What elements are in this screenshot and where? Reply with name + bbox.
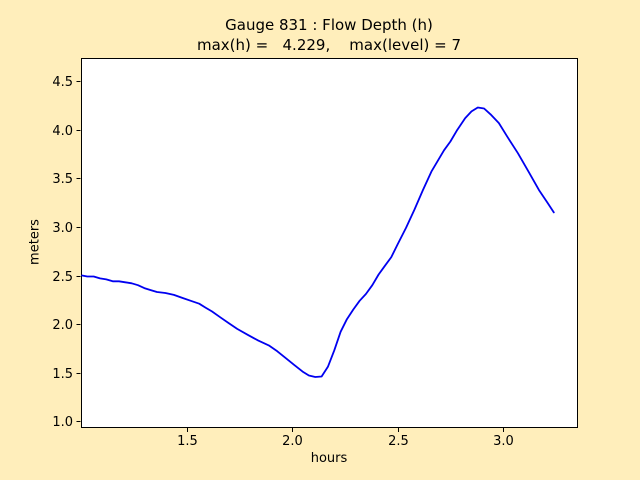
axes-frame	[81, 58, 578, 428]
y-tick-label: 2.0	[52, 318, 73, 333]
flow-depth-line	[81, 106, 555, 378]
x-tick-label: 2.0	[282, 434, 303, 449]
y-tick-label: 4.5	[52, 75, 73, 90]
x-tick-label: 3.0	[493, 434, 514, 449]
chart-title: Gauge 831 : Flow Depth (h)	[225, 16, 433, 34]
y-tick-label: 2.5	[52, 270, 73, 285]
y-tick-label: 1.5	[52, 367, 73, 382]
x-tick-label: 1.5	[177, 434, 198, 449]
y-axis-label: meters	[27, 219, 43, 265]
y-tick-label: 1.0	[52, 415, 73, 430]
x-tick-label: 2.5	[388, 434, 409, 449]
x-axis-label: hours	[310, 451, 348, 466]
y-tick-label: 3.0	[52, 221, 73, 236]
y-tick-label: 3.5	[52, 172, 73, 187]
chart-subtitle: max(h) = 4.229, max(level) = 7	[196, 36, 462, 54]
y-tick-label: 4.0	[52, 124, 73, 139]
